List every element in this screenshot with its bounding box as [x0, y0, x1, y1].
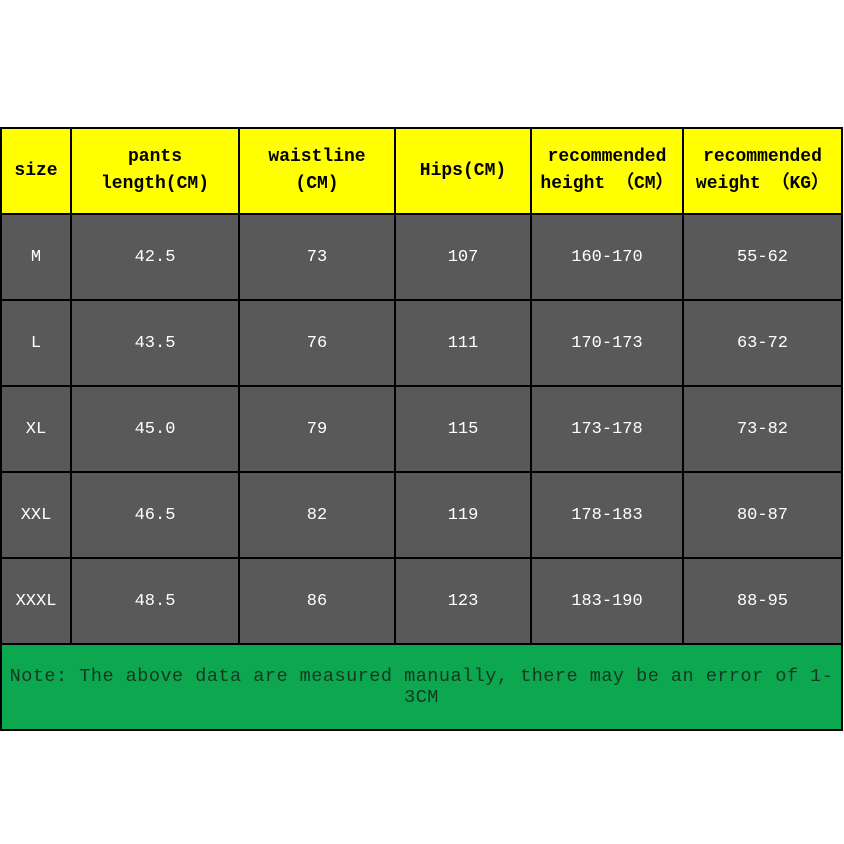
height-cell: 183-190: [530, 557, 684, 645]
column-header-waistline: waistline (CM): [238, 127, 396, 215]
weight-cell: 88-95: [682, 557, 843, 645]
waistline-cell: 76: [238, 299, 396, 387]
measurement-note: Note: The above data are measured manual…: [0, 643, 843, 731]
table-row-l: L 43.5 76 111 170-173 63-72: [0, 299, 843, 387]
size-cell: XXXL: [0, 557, 72, 645]
height-cell: 173-178: [530, 385, 684, 473]
hips-cell: 123: [394, 557, 532, 645]
table-row-xxl: XXL 46.5 82 119 178-183 80-87: [0, 471, 843, 559]
waistline-cell: 82: [238, 471, 396, 559]
size-cell: XXL: [0, 471, 72, 559]
size-cell: L: [0, 299, 72, 387]
table-row-m: M 42.5 73 107 160-170 55-62: [0, 213, 843, 301]
table-row-xl: XL 45.0 79 115 173-178 73-82: [0, 385, 843, 473]
hips-cell: 119: [394, 471, 532, 559]
table-row-xxxl: XXXL 48.5 86 123 183-190 88-95: [0, 557, 843, 645]
weight-cell: 55-62: [682, 213, 843, 301]
pants-length-cell: 48.5: [70, 557, 240, 645]
height-cell: 178-183: [530, 471, 684, 559]
height-cell: 160-170: [530, 213, 684, 301]
pants-length-cell: 46.5: [70, 471, 240, 559]
pants-length-cell: 43.5: [70, 299, 240, 387]
weight-cell: 80-87: [682, 471, 843, 559]
pants-length-cell: 42.5: [70, 213, 240, 301]
hips-cell: 107: [394, 213, 532, 301]
column-header-size: size: [0, 127, 72, 215]
waistline-cell: 73: [238, 213, 396, 301]
note-row: Note: The above data are measured manual…: [0, 643, 843, 731]
size-cell: M: [0, 213, 72, 301]
column-header-hips: Hips(CM): [394, 127, 532, 215]
size-chart-table: size pants length(CM) waistline (CM) Hip…: [0, 127, 843, 731]
waistline-cell: 86: [238, 557, 396, 645]
height-cell: 170-173: [530, 299, 684, 387]
hips-cell: 111: [394, 299, 532, 387]
column-header-recommended-weight: recommended weight （KG）: [682, 127, 843, 215]
column-header-recommended-height: recommended height （CM）: [530, 127, 684, 215]
weight-cell: 73-82: [682, 385, 843, 473]
weight-cell: 63-72: [682, 299, 843, 387]
hips-cell: 115: [394, 385, 532, 473]
waistline-cell: 79: [238, 385, 396, 473]
pants-length-cell: 45.0: [70, 385, 240, 473]
column-header-pants-length: pants length(CM): [70, 127, 240, 215]
size-cell: XL: [0, 385, 72, 473]
header-row: size pants length(CM) waistline (CM) Hip…: [0, 127, 843, 215]
